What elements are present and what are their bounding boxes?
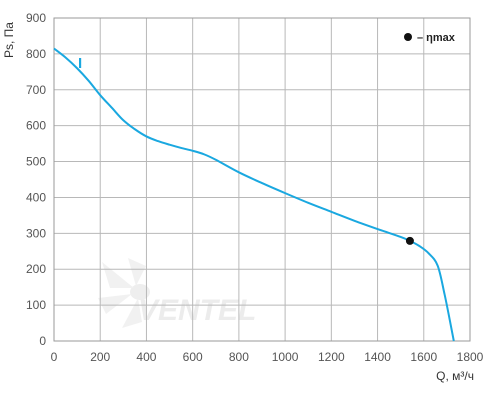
x-tick-label: 0 — [51, 350, 58, 364]
x-axis-label: Q, м³/ч — [436, 369, 474, 383]
series-label-I: I — [78, 55, 82, 72]
y-tick-label: 800 — [26, 47, 46, 61]
watermark: VENTEL — [98, 258, 256, 328]
y-tick-label: 700 — [26, 83, 46, 97]
y-axis-ticks: 0 100 200 300 400 500 600 700 800 900 — [26, 11, 46, 348]
y-tick-label: 500 — [26, 155, 46, 169]
grid — [53, 17, 471, 342]
x-tick-label: 800 — [229, 350, 249, 364]
x-tick-label: 1200 — [318, 350, 345, 364]
legend-marker — [404, 33, 412, 41]
y-tick-label: 200 — [26, 262, 46, 276]
plot-frame — [53, 17, 471, 342]
legend-text: – ηmax — [417, 32, 456, 44]
x-tick-label: 200 — [90, 350, 110, 364]
x-tick-label: 1600 — [410, 350, 437, 364]
y-tick-label: 400 — [26, 190, 46, 204]
x-tick-label: 1400 — [364, 350, 391, 364]
y-tick-label: 900 — [26, 11, 46, 25]
x-tick-label: 600 — [183, 350, 203, 364]
x-tick-label: 1800 — [457, 350, 484, 364]
y-tick-label: 300 — [26, 226, 46, 240]
y-axis-label: Ps, Па — [2, 22, 16, 58]
series-line-I — [53, 47, 455, 342]
x-tick-label: 400 — [136, 350, 156, 364]
y-tick-label: 100 — [26, 298, 46, 312]
eta-max-marker — [405, 236, 414, 245]
x-tick-label: 1000 — [272, 350, 299, 364]
legend: – ηmax — [404, 32, 456, 44]
x-axis-ticks: 0 200 400 600 800 1000 1200 1400 1600 1800 — [51, 350, 484, 364]
fan-logo-icon — [98, 258, 150, 328]
y-tick-label: 600 — [26, 119, 46, 133]
watermark-text: VENTEL — [138, 294, 256, 327]
y-tick-label: 0 — [39, 334, 46, 348]
